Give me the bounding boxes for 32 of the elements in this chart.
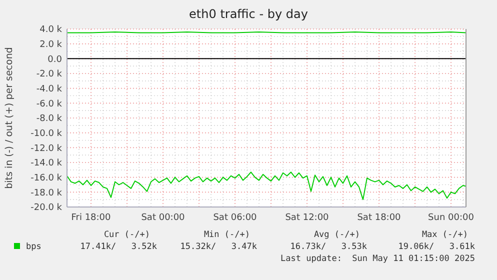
text: Min (-/+) [204, 230, 250, 240]
y-tick-label: -14.0 k [30, 158, 63, 169]
x-tick-label: Sat 12:00 [285, 213, 330, 223]
y-tick-label: -2.0 k [36, 70, 63, 80]
y-tick-label: -20.0 k [30, 203, 63, 214]
y-tick-label: 4.0 k [40, 25, 63, 36]
text: Cur (-/+) [104, 230, 150, 240]
x-tick-label: Sun 00:00 [428, 213, 474, 223]
y-tick-label: -12.0 k [30, 144, 63, 154]
text: 16.73k/ 3.53k [290, 242, 367, 252]
x-tick-label: Sat 00:00 [141, 213, 186, 223]
x-tick-label: Sat 06:00 [213, 213, 258, 223]
y-tick-label: -6.0 k [36, 99, 63, 110]
legend-label: bps [26, 242, 42, 252]
x-tick-label: Sat 18:00 [357, 213, 402, 223]
text: 19.06k/ 3.61k [398, 242, 475, 252]
text: 15.32k/ 3.47k [180, 242, 257, 252]
y-tick-label: -8.0 k [36, 114, 63, 124]
y-tick-label: -4.0 k [36, 84, 63, 94]
y-tick-label: 0.0 [48, 54, 62, 65]
text: Avg (-/+) [314, 230, 360, 240]
y-tick-label: 2.0 k [40, 40, 63, 50]
y-tick-label: -16.0 k [30, 173, 63, 184]
y-tick-label: -10.0 k [30, 128, 63, 139]
chart-title: eth0 traffic - by day [189, 7, 308, 21]
text: Max (-/+) [422, 230, 468, 240]
y-axis-title: bits in (-) / out (+) per second [4, 47, 15, 189]
x-tick-label: Fri 18:00 [71, 213, 112, 223]
text: 17.41k/ 3.52k [80, 242, 157, 252]
y-tick-label: -18.0 k [30, 188, 63, 198]
text: Last update: Sun May 11 01:15:00 2025 [280, 254, 475, 264]
line-series [66, 172, 466, 200]
